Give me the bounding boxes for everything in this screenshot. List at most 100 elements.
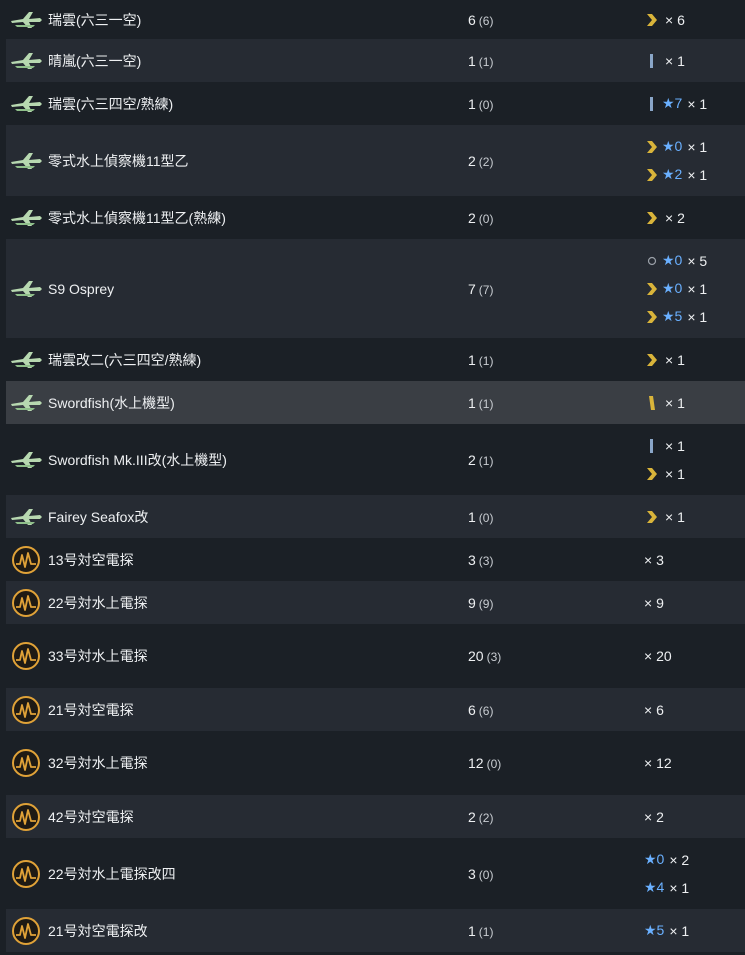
quantity-multiplier: × 1	[665, 437, 685, 454]
equipment-name: Swordfish Mk.III改(水上機型)	[48, 451, 227, 468]
quantity-multiplier: × 2	[669, 851, 690, 868]
quantity-multiplier: × 1	[669, 879, 690, 896]
proficiency-line: × 1	[644, 47, 685, 75]
improvement-star: ★7	[662, 95, 683, 111]
proficiency-line: × 1	[644, 503, 685, 531]
proficiency-bar-gold-icon	[644, 395, 660, 411]
count-total: 3	[468, 551, 476, 568]
equipment-row[interactable]: Swordfish(水上機型) 1 (1) × 1	[6, 381, 745, 424]
equipment-row[interactable]: 33号対水上電探 20 (3) × 20	[6, 624, 745, 688]
improvement-star: ★0	[644, 851, 665, 867]
equipment-count: 9 (9)	[468, 595, 644, 611]
proficiency-breakdown: × 2	[644, 803, 664, 831]
proficiency-line: × 1	[644, 389, 685, 417]
equipment-row[interactable]: 零式水上偵察機11型乙(熟練) 2 (0) × 2	[6, 196, 745, 239]
seaplane-icon	[8, 450, 44, 470]
count-unlocked: (2)	[478, 810, 494, 825]
equipment-name: 零式水上偵察機11型乙	[48, 152, 189, 169]
count-total: 6	[468, 11, 476, 28]
equipment-name: 13号対空電探	[48, 551, 134, 568]
equipment-row[interactable]: 晴嵐(六三一空) 1 (1) × 1	[6, 39, 745, 82]
proficiency-chevron-icon	[644, 167, 660, 183]
count-total: 9	[468, 594, 476, 611]
seaplane-icon	[8, 279, 44, 299]
equipment-row[interactable]: 42号対空電探 2 (2) × 2	[6, 795, 745, 838]
count-total: 1	[468, 922, 476, 939]
equipment-row[interactable]: 瑞雲(六三一空) 6 (6) × 6	[6, 0, 745, 39]
seaplane-icon	[8, 350, 44, 370]
quantity-multiplier: × 2	[665, 209, 685, 226]
count-unlocked: (3)	[478, 553, 494, 568]
seaplane-icon	[8, 10, 44, 30]
proficiency-chevron-icon	[644, 139, 660, 155]
quantity-multiplier: × 1	[665, 351, 685, 368]
proficiency-breakdown: × 1 × 1	[644, 432, 685, 488]
proficiency-line: × 9	[644, 589, 664, 617]
equipment-name: 33号対水上電探	[48, 648, 148, 664]
quantity-multiplier: × 9	[644, 594, 664, 611]
radar-icon	[8, 802, 44, 832]
equipment-row[interactable]: 瑞雲改二(六三四空/熟練) 1 (1) × 1	[6, 338, 745, 381]
proficiency-breakdown: × 1	[644, 503, 685, 531]
equipment-row[interactable]: 22号対水上電探改四 3 (0) ★0 × 2 ★4 × 1	[6, 838, 745, 909]
quantity-multiplier: × 1	[687, 280, 708, 297]
proficiency-breakdown: ★0 × 2 ★4 × 1	[644, 846, 689, 902]
count-total: 1	[468, 95, 476, 112]
quantity-multiplier: × 1	[665, 508, 685, 525]
equipment-row[interactable]: 32号対水上電探 12 (0) × 12	[6, 731, 745, 795]
equipment-count: 1 (0)	[468, 96, 644, 112]
quantity-multiplier: × 6	[644, 701, 664, 718]
equipment-row[interactable]: 零式水上偵察機11型乙 2 (2) ★0 × 1 ★2 × 1	[6, 125, 745, 196]
quantity-multiplier: × 1	[665, 52, 685, 69]
count-unlocked: (6)	[478, 703, 494, 718]
improvement-star: ★4	[644, 879, 665, 895]
proficiency-line: ★7 × 1	[644, 90, 707, 118]
radar-icon	[8, 859, 44, 889]
improvement-star: ★0	[662, 138, 683, 154]
proficiency-bar-icon	[644, 53, 660, 69]
equipment-row[interactable]: 21号対空電探 6 (6) × 6	[6, 688, 745, 731]
proficiency-line: ★4 × 1	[644, 874, 689, 902]
equipment-count: 2 (2)	[468, 153, 644, 169]
proficiency-chevron-icon	[644, 12, 660, 28]
count-unlocked: (1)	[478, 54, 494, 69]
quantity-multiplier: × 1	[687, 95, 708, 112]
count-unlocked: (7)	[478, 282, 494, 297]
count-unlocked: (0)	[478, 211, 494, 226]
improvement-star: ★5	[662, 308, 683, 324]
equipment-count: 6 (6)	[468, 702, 644, 718]
equipment-row[interactable]: 22号対水上電探 9 (9) × 9	[6, 581, 745, 624]
count-unlocked: (6)	[478, 13, 494, 28]
equipment-name: 21号対空電探	[48, 701, 134, 718]
equipment-row[interactable]: Fairey Seafox改 1 (0) × 1	[6, 495, 745, 538]
proficiency-none-icon	[644, 253, 660, 269]
proficiency-breakdown: × 1	[644, 346, 685, 374]
proficiency-breakdown: ★0 × 5 ★0 × 1 ★5 × 1	[644, 247, 707, 331]
proficiency-chevron-icon	[644, 466, 660, 482]
equipment-row[interactable]: 13号対空電探 3 (3) × 3	[6, 538, 745, 581]
count-unlocked: (0)	[478, 510, 494, 525]
equipment-row[interactable]: S9 Osprey 7 (7) ★0 × 5 ★0 × 1 ★5 × 1	[6, 239, 745, 338]
proficiency-line: ★0 × 1	[644, 275, 707, 303]
proficiency-line: ★0 × 5	[644, 247, 707, 275]
seaplane-icon	[8, 94, 44, 114]
quantity-multiplier: × 1	[687, 138, 708, 155]
quantity-multiplier: × 1	[665, 394, 685, 411]
radar-icon	[8, 748, 44, 778]
quantity-multiplier: × 12	[644, 755, 672, 771]
radar-icon	[8, 641, 44, 671]
equipment-row[interactable]: Swordfish Mk.III改(水上機型) 2 (1) × 1 × 1	[6, 424, 745, 495]
equipment-count: 20 (3)	[468, 648, 644, 664]
proficiency-line: ★0 × 1	[644, 133, 707, 161]
equipment-name: S9 Osprey	[48, 280, 115, 297]
equipment-row[interactable]: 瑞雲(六三四空/熟練) 1 (0) ★7 × 1	[6, 82, 745, 125]
proficiency-chevron-icon	[644, 309, 660, 325]
proficiency-breakdown: × 12	[644, 749, 672, 777]
count-unlocked: (1)	[478, 924, 494, 939]
proficiency-line: ★5 × 1	[644, 303, 707, 331]
equipment-count: 1 (1)	[468, 395, 644, 411]
equipment-count: 1 (1)	[468, 352, 644, 368]
proficiency-line: × 3	[644, 546, 664, 574]
proficiency-chevron-icon	[644, 352, 660, 368]
equipment-row[interactable]: 21号対空電探改 1 (1) ★5 × 1	[6, 909, 745, 952]
